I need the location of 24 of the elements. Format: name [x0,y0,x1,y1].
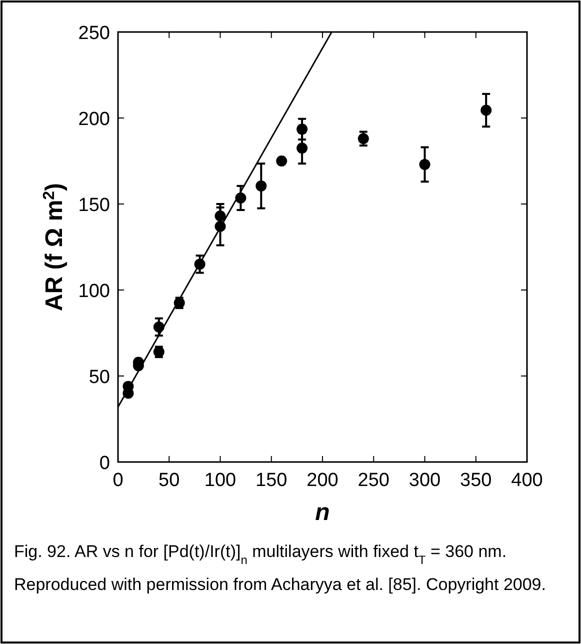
x-tick-label: 50 [158,470,180,491]
y-tick-label: 250 [78,23,110,44]
y-tick-label: 100 [78,281,110,302]
point [276,156,288,166]
y-tick-label: 150 [78,195,110,216]
point [214,210,226,222]
x-tick-label: 300 [408,470,441,491]
x-tick-label: 200 [306,470,338,491]
x-axis-title: n [315,499,330,526]
x-tick-label: 100 [204,470,236,491]
x-tick-label: 250 [358,470,390,491]
x-tick-label: 400 [511,470,543,491]
point [419,158,430,170]
point [480,104,492,116]
point [358,133,369,144]
point [296,142,308,154]
caption: Fig. 92. AR vs n for [Pd(t)/Ir(t)]$_{n}$ multilayers with fixed t$_{T}$ = 360 nm. Reproduced with permission from Acharyya et al. [85]. Copyright 2009. [14,542,546,594]
y-tick-label: 200 [78,109,110,130]
x-tick-label: 0 [112,470,124,491]
y-tick-label: 0 [99,453,110,474]
point [256,180,267,192]
x-tick-label: 350 [460,470,492,491]
x-tick-label: 150 [256,470,288,491]
y-tick-label: 50 [88,367,110,388]
